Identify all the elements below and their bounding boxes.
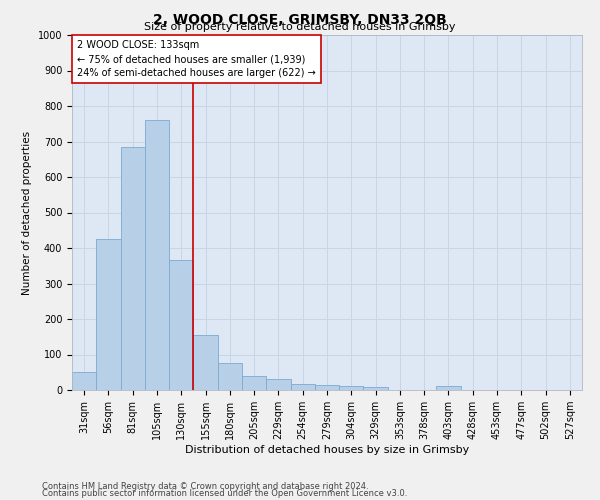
Y-axis label: Number of detached properties: Number of detached properties <box>22 130 32 294</box>
Bar <box>339 386 364 390</box>
Text: Contains HM Land Registry data © Crown copyright and database right 2024.: Contains HM Land Registry data © Crown c… <box>42 482 368 491</box>
Bar <box>218 364 242 390</box>
Bar <box>121 147 145 390</box>
X-axis label: Distribution of detached houses by size in Grimsby: Distribution of detached houses by size … <box>185 445 469 455</box>
Bar <box>242 376 266 390</box>
Text: 2 WOOD CLOSE: 133sqm
← 75% of detached houses are smaller (1,939)
24% of semi-de: 2 WOOD CLOSE: 133sqm ← 75% of detached h… <box>77 40 316 78</box>
Bar <box>436 386 461 390</box>
Bar <box>364 387 388 390</box>
Bar <box>193 335 218 390</box>
Bar <box>169 260 193 390</box>
Bar <box>96 239 121 390</box>
Bar <box>315 384 339 390</box>
Bar <box>266 378 290 390</box>
Bar <box>145 120 169 390</box>
Text: 2, WOOD CLOSE, GRIMSBY, DN33 2QB: 2, WOOD CLOSE, GRIMSBY, DN33 2QB <box>153 12 447 26</box>
Text: Size of property relative to detached houses in Grimsby: Size of property relative to detached ho… <box>144 22 456 32</box>
Bar <box>290 384 315 390</box>
Bar <box>72 372 96 390</box>
Text: Contains public sector information licensed under the Open Government Licence v3: Contains public sector information licen… <box>42 490 407 498</box>
